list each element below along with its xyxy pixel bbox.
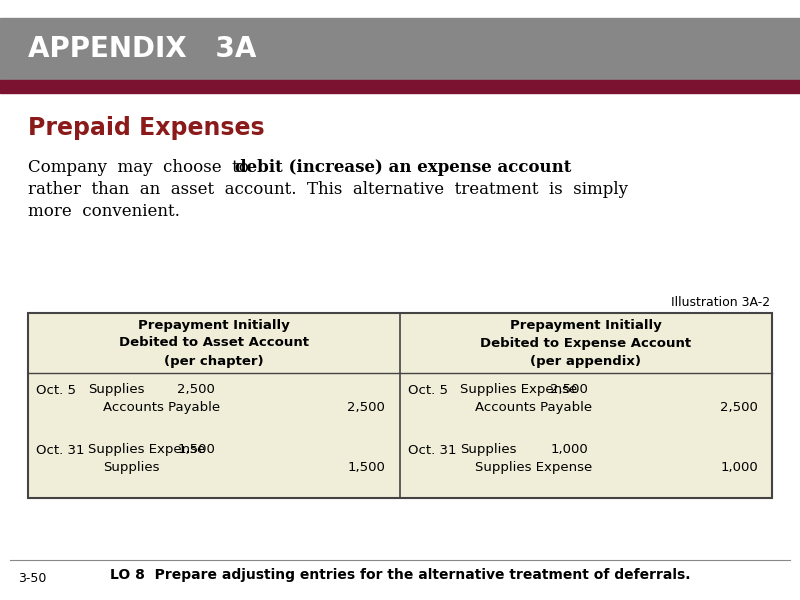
Text: Company  may  choose  to: Company may choose to — [28, 158, 254, 175]
Text: Oct. 5: Oct. 5 — [408, 383, 448, 397]
Text: 3-50: 3-50 — [18, 571, 46, 584]
Text: 2,500: 2,500 — [347, 401, 385, 415]
Text: Supplies: Supplies — [103, 461, 159, 475]
Bar — [28, 313, 772, 498]
Text: Supplies Expense: Supplies Expense — [460, 383, 578, 397]
Text: Prepaid Expenses: Prepaid Expenses — [28, 116, 265, 140]
Text: Accounts Payable: Accounts Payable — [103, 401, 220, 415]
Text: Prepayment Initially
Debited to Expense Account
(per appendix): Prepayment Initially Debited to Expense … — [481, 319, 691, 367]
Text: Supplies: Supplies — [88, 383, 145, 397]
Text: 1,000: 1,000 — [550, 443, 588, 457]
Text: more  convenient.: more convenient. — [28, 202, 180, 220]
Bar — [28, 313, 772, 498]
Text: Supplies Expense: Supplies Expense — [88, 443, 206, 457]
Text: APPENDIX   3A: APPENDIX 3A — [28, 35, 256, 63]
Text: 1,000: 1,000 — [720, 461, 758, 475]
Text: rather  than  an  asset  account.  This  alternative  treatment  is  simply: rather than an asset account. This alter… — [28, 181, 628, 197]
Text: Oct. 31: Oct. 31 — [36, 443, 85, 457]
Text: 2,500: 2,500 — [550, 383, 588, 397]
Text: 1,500: 1,500 — [347, 461, 385, 475]
Text: 1,500: 1,500 — [177, 443, 215, 457]
Text: Supplies: Supplies — [460, 443, 517, 457]
Text: Oct. 5: Oct. 5 — [36, 383, 76, 397]
Text: Prepayment Initially
Debited to Asset Account
(per chapter): Prepayment Initially Debited to Asset Ac… — [119, 319, 309, 367]
Text: Oct. 31: Oct. 31 — [408, 443, 457, 457]
Bar — [0, 80, 800, 93]
Text: 2,500: 2,500 — [720, 401, 758, 415]
Text: Supplies Expense: Supplies Expense — [475, 461, 592, 475]
Text: Accounts Payable: Accounts Payable — [475, 401, 592, 415]
Text: 2,500: 2,500 — [177, 383, 215, 397]
Text: debit (increase) an expense account: debit (increase) an expense account — [235, 158, 571, 175]
Bar — [0, 18, 800, 80]
Text: LO 8  Prepare adjusting entries for the alternative treatment of deferrals.: LO 8 Prepare adjusting entries for the a… — [110, 568, 690, 582]
Text: Illustration 3A-2: Illustration 3A-2 — [671, 295, 770, 308]
